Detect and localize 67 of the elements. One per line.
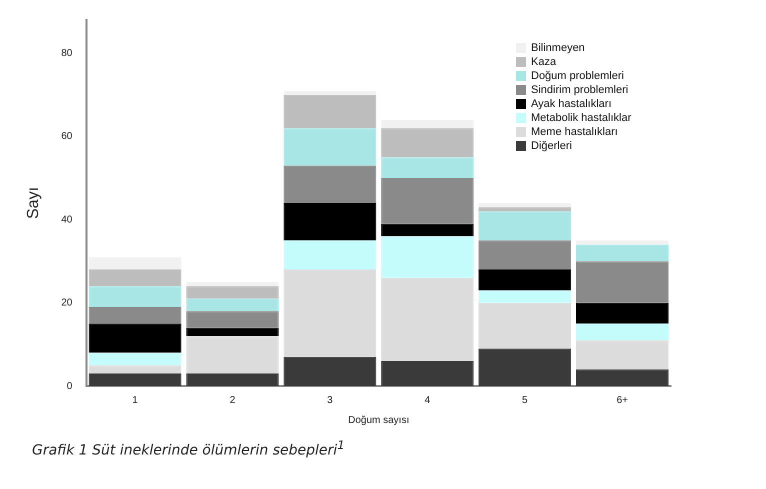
legend-label: Kaza: [531, 56, 557, 68]
bar: [88, 352, 182, 366]
bar: [381, 120, 474, 128]
legend-label: Ayak hastalıkları: [531, 98, 612, 110]
bar: [576, 324, 669, 340]
bar: [478, 348, 572, 386]
bar: [186, 286, 279, 299]
legend-label: Metabolik hastalıklar: [531, 112, 632, 124]
bar: [381, 361, 474, 386]
x-axis-title: Doğum sayısı: [348, 414, 410, 426]
bar: [186, 282, 279, 286]
bar: [478, 290, 572, 303]
bar: [284, 128, 376, 166]
bar: [381, 128, 474, 158]
bar: [576, 240, 669, 245]
bar: [381, 236, 474, 278]
bar: [478, 240, 572, 270]
bar: [576, 261, 669, 303]
bar: [186, 311, 279, 328]
bar: [88, 365, 182, 374]
bar: [381, 178, 474, 224]
bar: [186, 374, 279, 386]
bar: [186, 328, 279, 336]
bar: [478, 207, 572, 212]
x-tick-label: 4: [424, 394, 431, 406]
x-tick-label: 1: [132, 394, 138, 406]
bar: [284, 356, 376, 386]
x-tick-label: 5: [522, 394, 528, 406]
bar: [381, 157, 474, 178]
x-tick-label: 2: [230, 394, 236, 406]
y-tick-label: 40: [61, 214, 73, 226]
legend-label: Bilinmeyen: [531, 42, 585, 54]
y-tick-label: 0: [66, 380, 73, 392]
bar: [88, 374, 182, 386]
bar: [88, 270, 182, 286]
bar: [284, 240, 376, 270]
bar: [478, 270, 572, 290]
x-tick-label: 6+: [616, 394, 628, 406]
bar: [478, 203, 572, 208]
y-tick-label: 80: [61, 48, 73, 60]
y-tick-label: 60: [61, 131, 73, 142]
legend-label: Meme hastalıkları: [531, 126, 618, 138]
bar: [381, 278, 474, 362]
x-tick-label: 3: [327, 394, 334, 406]
bar: [284, 166, 376, 203]
bar: [186, 298, 279, 312]
text: Grafik 1 Süt ineklerinde ölümlerin sebepleri$^{1}$: [32, 438, 345, 459]
bar: [284, 270, 376, 357]
bar: [576, 244, 669, 262]
bar: [576, 340, 669, 370]
bar: [576, 369, 669, 386]
bar: [88, 286, 182, 307]
bar: [284, 203, 376, 240]
bar: [478, 211, 572, 240]
legend-label: Sindirim problemleri: [531, 84, 628, 96]
bar: [186, 336, 279, 374]
bar: [88, 257, 182, 270]
legend-label: Doğum problemleri: [531, 70, 624, 82]
bar: [88, 324, 182, 353]
bar: [284, 90, 376, 95]
y-axis-title: Sayı: [25, 186, 42, 220]
bar: [381, 224, 474, 236]
bar: [478, 302, 572, 349]
bar: [284, 94, 376, 128]
legend-label: Diğerleri: [531, 140, 572, 152]
y-tick-label: 20: [61, 298, 73, 309]
bar: [576, 302, 669, 324]
